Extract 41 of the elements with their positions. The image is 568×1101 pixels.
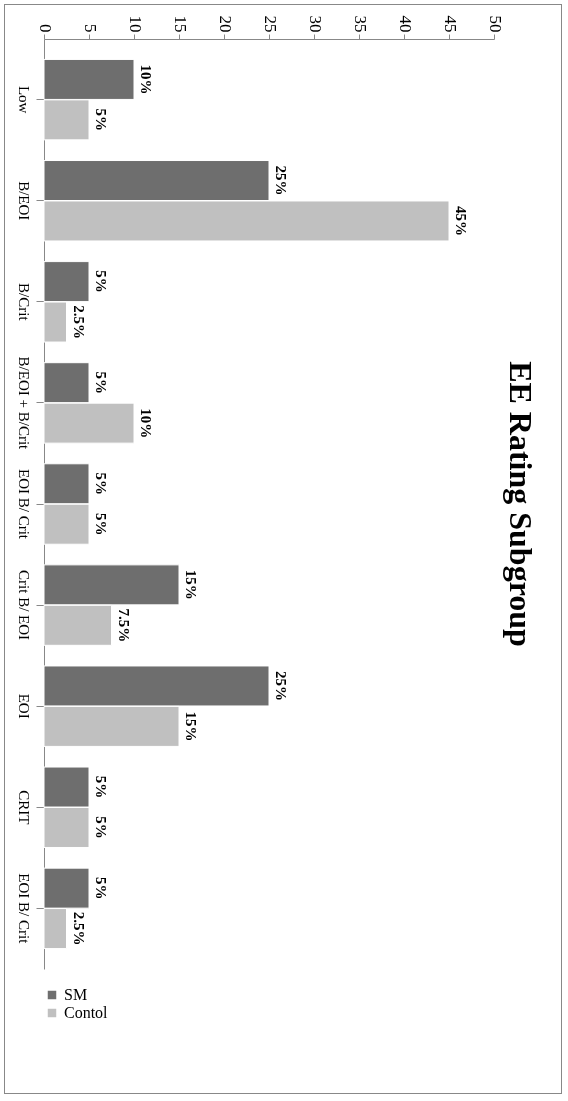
legend-label: Contol: [64, 1004, 109, 1021]
data-label: 5%: [93, 472, 109, 496]
y-tick-label: Low: [15, 85, 32, 114]
data-label: 5%: [93, 371, 109, 394]
data-label: 5%: [93, 775, 109, 799]
data-label: 15%: [183, 711, 199, 742]
y-tick-label: Crit B/ EOI: [15, 570, 32, 641]
y-tick-label: EOI B/ Crit: [15, 873, 32, 945]
y-tick-label: CRIT: [15, 790, 32, 825]
data-label: 5%: [93, 876, 109, 900]
data-label: 10%: [138, 408, 154, 439]
y-tick-label: EOI: [15, 693, 32, 719]
data-label: 25%: [273, 165, 289, 196]
data-label: 5%: [93, 512, 109, 536]
x-tick-label: 30: [305, 15, 325, 33]
data-label: 2.5%: [70, 305, 87, 339]
x-tick-label: 5: [80, 24, 100, 33]
y-tick-label: EOI B/ Crit: [15, 469, 32, 540]
data-label: 5%: [93, 270, 109, 293]
data-label: 5%: [93, 816, 109, 839]
data-label: 7.5%: [115, 608, 132, 643]
data-label: 5%: [93, 108, 109, 132]
data-label: 15%: [183, 569, 199, 600]
data-label: 45%: [453, 205, 469, 236]
x-tick-label: 15: [170, 15, 190, 33]
x-tick-label: 10: [125, 15, 145, 33]
text: EE Rating Subgroup: [503, 361, 539, 647]
x-tick-label: 40: [395, 15, 415, 33]
x-tick-label: 35: [350, 15, 370, 33]
y-tick-label: B/EOI + B/Crit: [15, 356, 32, 451]
x-tick-label: 45: [440, 15, 460, 33]
y-tick-label: B/EOI: [15, 181, 32, 221]
y-tick-label: B/Crit: [15, 283, 32, 322]
x-tick-label: 20: [215, 15, 235, 33]
x-tick-label: 0: [35, 24, 55, 33]
data-label: 25%: [273, 670, 289, 701]
legend-label: SM: [64, 986, 88, 1003]
x-tick-label: 50: [485, 15, 505, 33]
data-label: 2.5%: [70, 911, 87, 946]
x-tick-label: 25: [260, 15, 280, 33]
data-label: 10%: [138, 64, 154, 95]
